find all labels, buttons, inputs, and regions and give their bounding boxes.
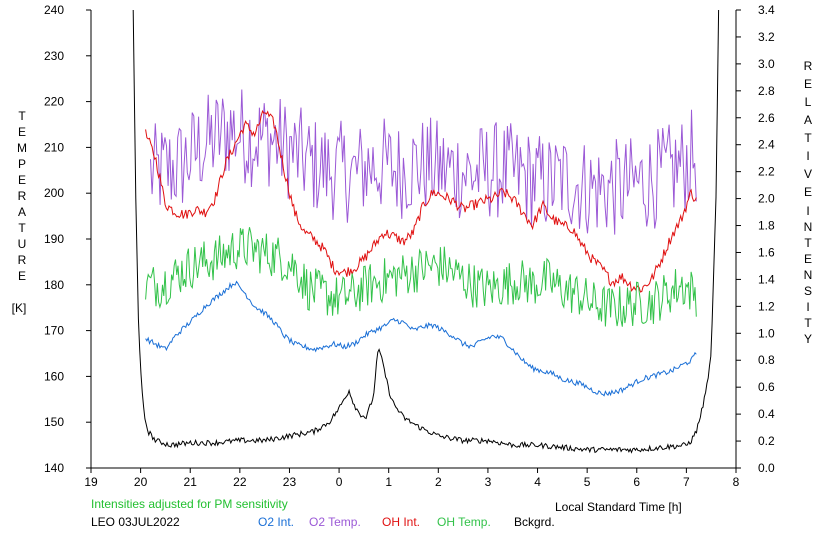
- x-tick-label: 20: [134, 475, 148, 489]
- y-right-tick-label: 3.0: [758, 57, 775, 71]
- x-tick-label: 2: [435, 475, 442, 489]
- y-right-tick-label: 1.0: [758, 326, 775, 340]
- y-left-tick-label: 200: [44, 186, 64, 200]
- y-left-unit: [K]: [12, 301, 27, 315]
- legend-item: Bckgrd.: [514, 515, 555, 529]
- y-right-title-letter: Y: [804, 332, 812, 346]
- y-left-tick-label: 150: [44, 415, 64, 429]
- y-left-title-letter: E: [18, 269, 26, 283]
- y-right-tick-label: 1.2: [758, 299, 775, 313]
- y-right-tick-label: 1.8: [758, 219, 775, 233]
- y-right-tick-label: 0.4: [758, 407, 775, 421]
- y-right-tick-label: 0.8: [758, 353, 775, 367]
- y-right-tick-label: 0.2: [758, 434, 775, 448]
- y-left-tick-label: 210: [44, 140, 64, 154]
- y-right-title-letter: L: [805, 95, 812, 109]
- y-right-title-letter: N: [804, 268, 813, 282]
- x-tick-label: 23: [283, 475, 297, 489]
- y-left-title-letter: E: [18, 125, 26, 139]
- y-left-tick-label: 190: [44, 232, 64, 246]
- x-tick-label: 4: [534, 475, 541, 489]
- y-right-tick-label: 3.2: [758, 30, 775, 44]
- sensitivity-note: Intensities adjusted for PM sensitivity: [91, 497, 288, 511]
- x-tick-label: 1: [385, 475, 392, 489]
- x-tick-label: 7: [683, 475, 690, 489]
- series-o2-int: [145, 280, 697, 397]
- x-tick-label: 6: [633, 475, 640, 489]
- y-right-title-letter: E: [804, 77, 812, 91]
- legend-item: O2 Temp.: [309, 515, 361, 529]
- x-tick-label: 8: [733, 475, 740, 489]
- y-left-title-letter: P: [18, 157, 26, 171]
- y-left-title-letter: R: [18, 189, 27, 203]
- y-left-title-letter: U: [18, 237, 27, 251]
- y-right-title-letter: R: [804, 59, 813, 73]
- x-tick-label: 5: [584, 475, 591, 489]
- y-left-tick-label: 240: [44, 3, 64, 17]
- y-right-tick-label: 0.6: [758, 380, 775, 394]
- legend-item: O2 Int.: [258, 515, 295, 529]
- y-right-tick-label: 2.8: [758, 84, 775, 98]
- y-left-tick-label: 170: [44, 324, 64, 338]
- y-left-title-letter: E: [18, 173, 26, 187]
- series-oh-int: [145, 109, 697, 293]
- station-date: LEO 03JUL2022: [91, 515, 180, 529]
- x-tick-label: 3: [485, 475, 492, 489]
- y-right-title-letter: T: [804, 236, 812, 250]
- y-right-title-letter: N: [804, 220, 813, 234]
- y-left-tick-label: 180: [44, 278, 64, 292]
- y-left-tick-label: 140: [44, 461, 64, 475]
- y-left-title-letter: A: [18, 205, 26, 219]
- y-right-title-letter: E: [804, 252, 812, 266]
- y-right-title-letter: S: [804, 284, 812, 298]
- y-right-title-letter: T: [804, 131, 812, 145]
- y-right-tick-label: 1.4: [758, 272, 775, 286]
- y-right-title-letter: I: [806, 204, 809, 218]
- series-lines: [132, 9, 720, 454]
- y-left-tick-label: 230: [44, 49, 64, 63]
- y-left-title-letter: M: [17, 141, 27, 155]
- y-right-tick-label: 3.4: [758, 3, 775, 17]
- y-left-title-letter: R: [18, 253, 27, 267]
- y-right-title-letter: I: [806, 149, 809, 163]
- legend: O2 Int. O2 Temp. OH Int. OH Temp. Bckgrd.: [0, 515, 828, 533]
- y-right-tick-label: 1.6: [758, 245, 775, 259]
- x-tick-label: 22: [233, 475, 247, 489]
- y-right-title-letter: A: [804, 113, 812, 127]
- x-axis-title: Local Standard Time [h]: [555, 500, 682, 514]
- y-right-title-letter: I: [806, 300, 809, 314]
- y-right-tick-label: 2.4: [758, 138, 775, 152]
- x-tick-label: 0: [336, 475, 343, 489]
- x-tick-label: 21: [184, 475, 198, 489]
- tick-labels: 19 20 21 22 23 0 1 2 3 4 5 6 7 8140150160170180190200…: [44, 3, 775, 489]
- series-bckgrd: [132, 9, 720, 454]
- y-left-title-letter: T: [18, 109, 26, 123]
- y-right-title-letter: V: [804, 167, 812, 181]
- series-o2-temp: [150, 89, 697, 235]
- y-right-tick-label: 2.6: [758, 111, 775, 125]
- tick-marks: [86, 9, 741, 473]
- legend-item: OH Int.: [382, 515, 421, 529]
- y-right-title-letter: T: [804, 316, 812, 330]
- y-left-tick-label: 220: [44, 95, 64, 109]
- axes-frame: [90, 10, 737, 469]
- y-right-tick-label: 0.0: [758, 461, 775, 475]
- y-left-tick-label: 160: [44, 369, 64, 383]
- series-oh-temp: [145, 227, 697, 327]
- x-tick-label: 19: [84, 475, 98, 489]
- y-left-title-letter: T: [18, 221, 26, 235]
- y-right-tick-label: 2.2: [758, 165, 775, 179]
- legend-item: OH Temp.: [437, 515, 491, 529]
- y-right-title-letter: E: [804, 185, 812, 199]
- y-right-tick-label: 2.0: [758, 192, 775, 206]
